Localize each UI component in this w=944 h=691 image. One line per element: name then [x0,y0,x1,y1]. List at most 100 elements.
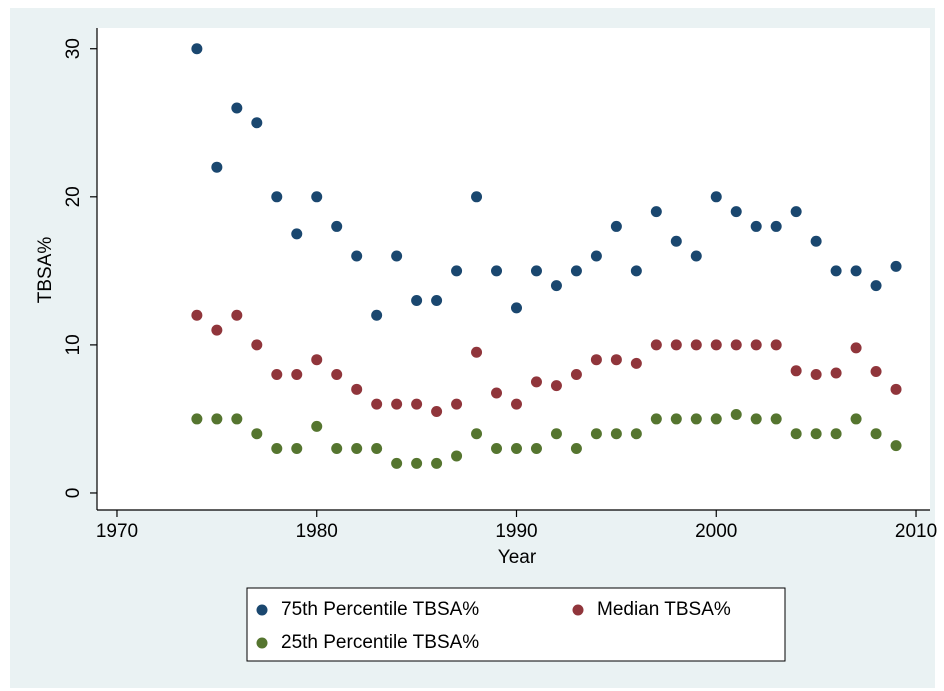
point [570,369,582,381]
point [550,380,562,392]
point [610,354,622,366]
point [211,161,223,173]
point [870,366,882,378]
point [550,280,562,292]
point [690,339,702,351]
point [650,413,662,425]
point [291,228,303,240]
point [331,369,343,381]
point [371,398,383,410]
point [371,309,383,321]
point [830,428,842,440]
point [491,265,503,277]
point [790,365,802,377]
point [211,413,223,425]
point [850,342,862,354]
point [850,413,862,425]
legend-marker [572,604,584,616]
point [750,413,762,425]
point [610,220,622,232]
point [570,265,582,277]
point [351,250,363,262]
x-tick-label: 1990 [495,521,537,542]
plot-region [97,28,930,510]
point [391,398,403,410]
point [830,265,842,277]
x-axis-label: Year [498,547,537,568]
point [630,357,642,369]
point [191,413,203,425]
point [331,443,343,455]
point [890,383,902,395]
point [710,413,722,425]
point [550,428,562,440]
x-tick-label: 1980 [296,521,338,542]
point [231,102,243,114]
point [870,280,882,292]
point [351,443,363,455]
y-axis-label: TBSA% [35,237,56,304]
point [770,220,782,232]
x-tick-label: 2010 [895,521,937,542]
point [670,235,682,247]
point [610,428,622,440]
point [510,302,522,314]
point [251,117,263,129]
point [251,428,263,440]
point [710,191,722,203]
point [830,367,842,379]
point [590,354,602,366]
point [510,443,522,455]
point [351,383,363,395]
point [411,457,423,469]
point [690,413,702,425]
point [750,220,762,232]
point [311,191,323,203]
y-tick-label: 30 [63,38,84,59]
point [451,450,463,462]
point [890,440,902,452]
point [291,369,303,381]
point [451,265,463,277]
x-tick-label: 2000 [695,521,737,542]
point [471,346,483,358]
point [251,339,263,351]
y-tick-label: 0 [63,488,84,499]
point [451,398,463,410]
point [730,339,742,351]
point [770,339,782,351]
point [471,191,483,203]
point [810,428,822,440]
point [750,339,762,351]
point [211,324,223,336]
point [431,406,443,418]
point [630,428,642,440]
point [650,206,662,218]
point [730,408,742,420]
point [590,250,602,262]
point [810,369,822,381]
point [530,443,542,455]
point [491,387,503,399]
point [331,220,343,232]
point [431,457,443,469]
point [670,413,682,425]
point [630,265,642,277]
point [790,206,802,218]
point [311,420,323,432]
point [810,235,822,247]
point [191,43,203,55]
point [530,265,542,277]
point [271,443,283,455]
point [870,428,882,440]
legend [246,587,786,662]
point [291,443,303,455]
point [371,443,383,455]
point [650,339,662,351]
legend-label: 25th Percentile TBSA% [281,632,479,653]
point [790,428,802,440]
point [191,309,203,321]
legend-label: 75th Percentile TBSA% [281,599,479,620]
point [411,294,423,306]
